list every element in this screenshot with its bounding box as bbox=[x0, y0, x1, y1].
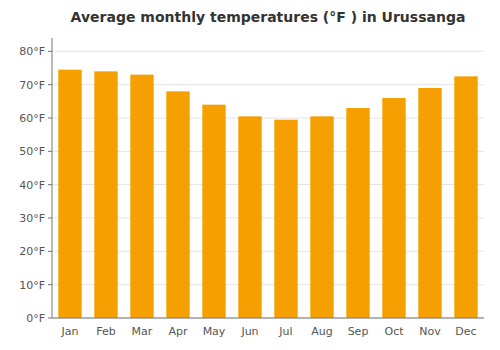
bar bbox=[130, 75, 153, 318]
x-tick-label: Jun bbox=[240, 325, 258, 338]
bar bbox=[454, 76, 477, 318]
y-tick bbox=[48, 218, 52, 219]
y-tick bbox=[48, 284, 52, 285]
chart-title: Average monthly temperatures (°F ) in Ur… bbox=[71, 9, 466, 25]
x-tick-label: Dec bbox=[455, 325, 476, 338]
bar bbox=[274, 120, 297, 318]
bar bbox=[382, 98, 405, 318]
chart-svg: Average monthly temperatures (°F ) in Ur… bbox=[0, 0, 500, 350]
grid-line bbox=[52, 318, 484, 319]
y-tick bbox=[48, 84, 52, 85]
bar bbox=[202, 105, 225, 318]
bar bbox=[346, 108, 369, 318]
x-tick-label: Aug bbox=[311, 325, 332, 338]
y-ticks: 0°F 10°F 20°F 30°F 40°F 50°F 60°F 70°F 80°F bbox=[19, 45, 52, 325]
x-tick-label: Nov bbox=[419, 325, 441, 338]
y-tick-label: 20°F bbox=[19, 245, 45, 258]
y-tick-label: 0°F bbox=[26, 312, 45, 325]
y-tick bbox=[48, 51, 52, 52]
y-tick-label: 70°F bbox=[19, 79, 45, 92]
bars bbox=[58, 70, 477, 318]
x-axis-line bbox=[52, 318, 484, 319]
x-tick-label: Jul bbox=[278, 325, 292, 338]
x-tick-label: Apr bbox=[168, 325, 188, 338]
x-tick-label: Sep bbox=[348, 325, 369, 338]
y-tick-label: 40°F bbox=[19, 179, 45, 192]
x-tick-label: Mar bbox=[132, 325, 153, 338]
y-tick-label: 30°F bbox=[19, 212, 45, 225]
grid-line bbox=[52, 51, 484, 52]
y-tick bbox=[48, 151, 52, 152]
x-ticks: Jan Feb Mar Apr May Jun Jul Aug Sep Oct Nov Dec bbox=[61, 325, 477, 338]
y-tick-label: 60°F bbox=[19, 112, 45, 125]
x-tick-label: Feb bbox=[96, 325, 115, 338]
chart-container: Average monthly temperatures (°F ) in Ur… bbox=[0, 0, 500, 350]
bar bbox=[418, 88, 441, 318]
bar bbox=[58, 70, 81, 318]
y-tick bbox=[48, 184, 52, 185]
y-grid bbox=[52, 51, 484, 318]
bar bbox=[310, 116, 333, 318]
y-tick bbox=[48, 251, 52, 252]
bar bbox=[166, 91, 189, 318]
y-tick bbox=[48, 118, 52, 119]
y-tick-label: 80°F bbox=[19, 45, 45, 58]
x-tick-label: Jan bbox=[61, 325, 79, 338]
y-tick bbox=[48, 318, 52, 319]
y-tick-label: 10°F bbox=[19, 279, 45, 292]
bar bbox=[94, 71, 117, 318]
x-tick-label: May bbox=[203, 325, 226, 338]
y-axis-line bbox=[52, 38, 53, 318]
x-tick-label: Oct bbox=[384, 325, 404, 338]
bar bbox=[238, 116, 261, 318]
y-tick-label: 50°F bbox=[19, 145, 45, 158]
